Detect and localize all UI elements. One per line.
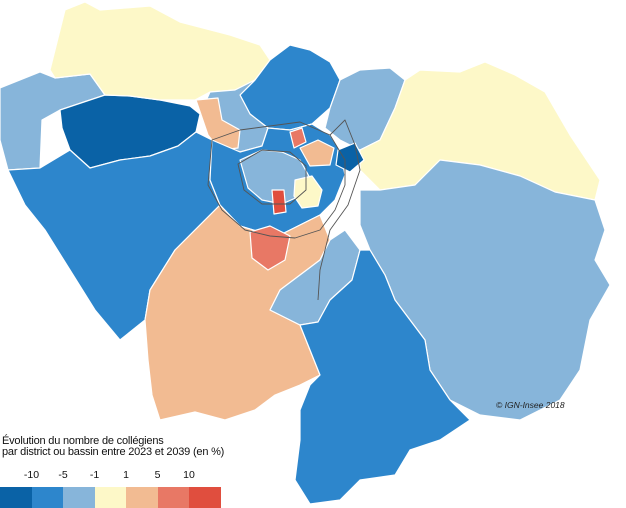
- legend-swatch: [0, 487, 32, 508]
- legend-swatch: [63, 487, 95, 508]
- legend-color-bar: [0, 487, 221, 508]
- region-east-dark: [335, 142, 365, 173]
- legend-swatch: [94, 487, 126, 508]
- legend-swatch: [126, 487, 158, 508]
- legend-tick: 10: [183, 469, 195, 481]
- legend-tick: -5: [58, 469, 68, 481]
- legend-swatch: [157, 487, 189, 508]
- copyright-text: © IGN-Insee 2018: [496, 400, 565, 410]
- legend-tick: -10: [23, 469, 40, 481]
- department-boundary: [317, 119, 361, 301]
- legend-tick: -1: [89, 469, 100, 481]
- legend-title-line2: par district ou bassin entre 2023 et 203…: [2, 446, 225, 458]
- region-salmon-east: [299, 139, 335, 167]
- department-boundary: [237, 149, 307, 205]
- legend-tick: 5: [154, 469, 161, 481]
- legend-ticks: -10 -5 -1 1 5 10: [0, 469, 230, 483]
- legend-swatch: [31, 487, 63, 508]
- region-paris-yellow: [293, 175, 323, 209]
- legend-tick: 1: [123, 469, 129, 481]
- region-southeast: [294, 249, 471, 505]
- region-red-north: [289, 127, 307, 149]
- region-paris-red: [271, 189, 287, 215]
- region-salmon-nw: [195, 97, 241, 151]
- legend-title-line1: Évolution du nombre de collégiens: [2, 435, 164, 447]
- legend-title: Évolution du nombre de collégiens par di…: [2, 436, 242, 458]
- legend-swatch: [189, 487, 221, 508]
- department-boundary: [207, 121, 346, 239]
